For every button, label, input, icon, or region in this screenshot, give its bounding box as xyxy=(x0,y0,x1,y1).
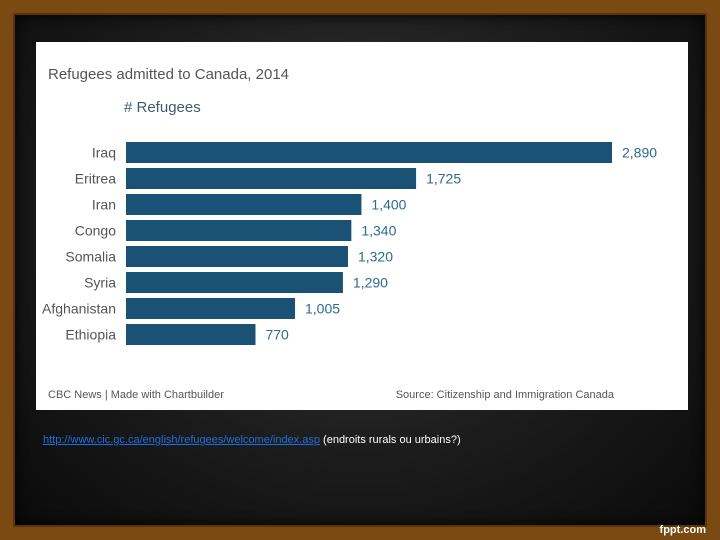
category-label: Afghanistan xyxy=(42,301,116,317)
value-label: 2,890 xyxy=(622,145,657,161)
link-line: http://www.cic.gc.ca/english/refugees/we… xyxy=(43,434,461,446)
bar-ethiopia xyxy=(126,324,256,345)
value-label: 1,005 xyxy=(305,301,340,317)
chart-card: Refugees admitted to Canada, 2014 # Refu… xyxy=(36,42,688,410)
value-label: 1,290 xyxy=(353,275,388,291)
value-label: 1,725 xyxy=(426,171,461,187)
bar-afghanistan xyxy=(126,298,296,319)
bar-chart: Iraq 2,890 Eritrea 1,725 Iran 1,400 Congo 1,340… xyxy=(42,142,657,345)
bar-somalia xyxy=(126,246,348,267)
chart-credit: CBC News | Made with Chartbuilder xyxy=(48,389,224,401)
chart-axis-label: # Refugees xyxy=(124,99,201,116)
brand-logo: fppt.com xyxy=(659,524,706,536)
bar-iran xyxy=(126,194,362,215)
link-note: (endroits rurals ou urbains?) xyxy=(319,434,461,446)
value-label: 1,320 xyxy=(358,249,393,265)
category-label: Syria xyxy=(84,275,116,291)
chart-title: Refugees admitted to Canada, 2014 xyxy=(48,66,290,83)
bar-eritrea xyxy=(126,168,417,189)
value-label: 770 xyxy=(265,327,289,343)
category-label: Ethiopia xyxy=(65,327,116,343)
bar-iraq xyxy=(126,142,612,163)
source-link[interactable]: http://www.cic.gc.ca/english/refugees/we… xyxy=(43,434,320,446)
category-label: Eritrea xyxy=(75,171,116,187)
value-label: 1,400 xyxy=(371,197,406,213)
chart-source: Source: Citizenship and Immigration Cana… xyxy=(395,389,614,401)
category-label: Iran xyxy=(92,197,116,213)
category-label: Iraq xyxy=(92,145,116,161)
bar-congo xyxy=(126,220,352,241)
bar-syria xyxy=(126,272,343,293)
category-label: Congo xyxy=(75,223,116,239)
category-label: Somalia xyxy=(65,249,116,265)
value-label: 1,340 xyxy=(361,223,396,239)
